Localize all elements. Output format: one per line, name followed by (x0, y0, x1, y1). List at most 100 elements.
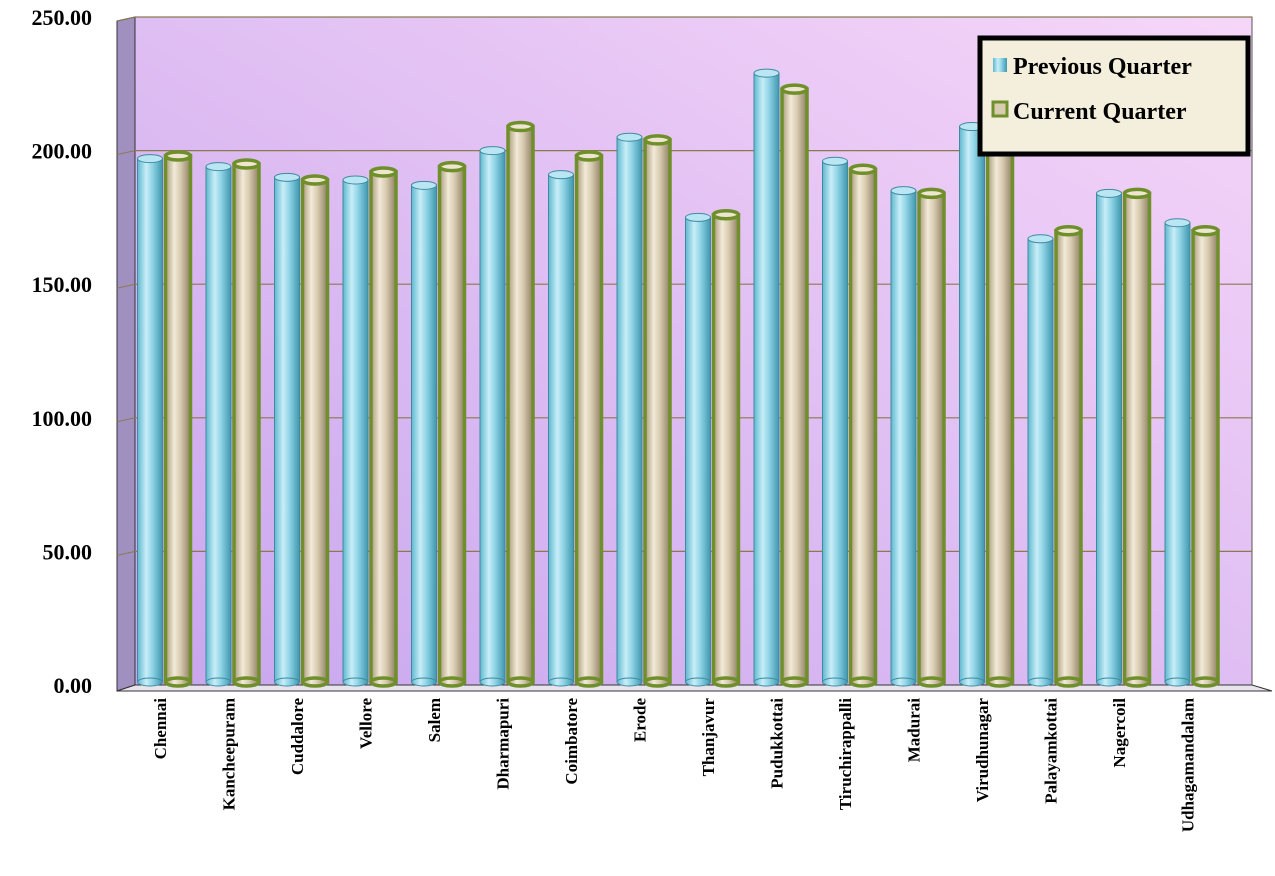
bar-body (205, 166, 232, 683)
bar-base (917, 676, 946, 688)
y-tick-label: 50.00 (43, 539, 93, 564)
bar-base (342, 677, 369, 687)
bar-previous (205, 162, 232, 687)
bar-cap (205, 162, 232, 172)
bar-cap (890, 186, 917, 196)
bar-previous (822, 156, 848, 687)
x-category-label: Palayamkottai (1042, 698, 1061, 804)
bar-base (411, 677, 437, 687)
bar-base (205, 677, 232, 687)
bar-current (1054, 225, 1083, 688)
x-category-label: Madurai (905, 698, 924, 763)
bar-base (1027, 677, 1054, 687)
legend-label-previous: Previous Quarter (1013, 54, 1192, 80)
legend-label-current: Current Quarter (1013, 99, 1187, 125)
bar-base (616, 677, 643, 687)
bar-previous (616, 132, 643, 687)
bar-cap (643, 134, 672, 146)
bar-cap (437, 160, 467, 173)
bar-body (780, 87, 809, 684)
bar-base (274, 677, 300, 687)
bar-previous (753, 68, 780, 687)
bar-base (548, 677, 574, 687)
bar-current (232, 158, 261, 688)
y-tick-label: 100.00 (32, 406, 93, 431)
bar-base (1096, 677, 1122, 687)
bar-base (1164, 677, 1191, 687)
bar-previous (274, 172, 300, 687)
bar-body (1054, 229, 1083, 684)
x-category-label: Vellore (357, 698, 376, 749)
bar-current (437, 160, 467, 688)
bar-body (616, 136, 643, 683)
bar-body (574, 154, 604, 684)
bar-body (917, 191, 946, 684)
x-category-label: Udhagamandalam (1179, 698, 1198, 832)
bar-base (137, 677, 163, 687)
bar-base (369, 676, 398, 688)
x-category-label: Thanjavur (699, 698, 718, 777)
bar-body (822, 160, 848, 683)
bar-cap (1054, 225, 1083, 237)
bar-previous (685, 212, 711, 687)
bar-cap (753, 68, 780, 78)
bar-body (163, 154, 193, 684)
bar-cap (342, 175, 369, 185)
bar-body (848, 167, 878, 684)
bar-cap (780, 83, 809, 95)
bar-body (411, 184, 437, 683)
x-category-label: Nagercoil (1110, 698, 1129, 768)
bar-body (137, 158, 163, 683)
bar-body (711, 212, 741, 684)
bar-base (300, 676, 330, 688)
bar-body (506, 124, 535, 684)
bar-cap (848, 163, 878, 176)
bar-cap (300, 174, 330, 186)
bar-base (232, 676, 261, 688)
bar-base (643, 676, 672, 688)
bar-current (643, 134, 672, 688)
bar-cap (711, 208, 741, 221)
bar-previous (479, 146, 506, 687)
bar-cap (685, 212, 711, 222)
bars (137, 68, 1220, 688)
bar-body (1027, 238, 1054, 683)
bar-base (985, 676, 1015, 688)
bar-body (437, 164, 467, 684)
x-axis-labels: Chennai Kancheepuram Cuddalore Vellore Salem… (151, 698, 1198, 833)
bar-previous (959, 122, 985, 687)
bar-cap (411, 180, 437, 190)
x-category-label: Cuddalore (288, 698, 307, 776)
bar-base (1122, 676, 1152, 688)
bar-base (685, 677, 711, 687)
bar-base (753, 677, 780, 687)
bar-body (890, 190, 917, 683)
bar-previous (1027, 234, 1054, 687)
gridline-side (116, 417, 136, 423)
gridline-side (116, 283, 136, 289)
side-wall (116, 16, 136, 692)
legend: Previous Quarter Current Quarter (977, 35, 1251, 157)
y-tick-label: 0.00 (54, 673, 93, 698)
bar-base (780, 676, 809, 688)
bar-cap (1027, 234, 1054, 244)
bar-body (985, 135, 1015, 684)
bar-body (643, 138, 672, 684)
y-tick-label: 150.00 (32, 272, 93, 297)
bar-previous (137, 154, 163, 687)
bar-previous (890, 186, 917, 687)
bar-cap (163, 150, 193, 162)
bar-base (822, 677, 848, 687)
legend-swatch-current (991, 100, 1009, 118)
bar-current (1191, 225, 1220, 688)
x-category-label: Chennai (151, 698, 170, 760)
bar-previous (411, 180, 437, 687)
bar-body (1191, 229, 1220, 684)
bar-body (548, 174, 574, 683)
bar-current (574, 150, 604, 688)
bar-base (848, 676, 878, 688)
y-tick-label: 200.00 (32, 139, 93, 164)
x-category-label: Erode (631, 698, 650, 743)
bar-current (369, 166, 398, 688)
bar-body (1096, 192, 1122, 683)
